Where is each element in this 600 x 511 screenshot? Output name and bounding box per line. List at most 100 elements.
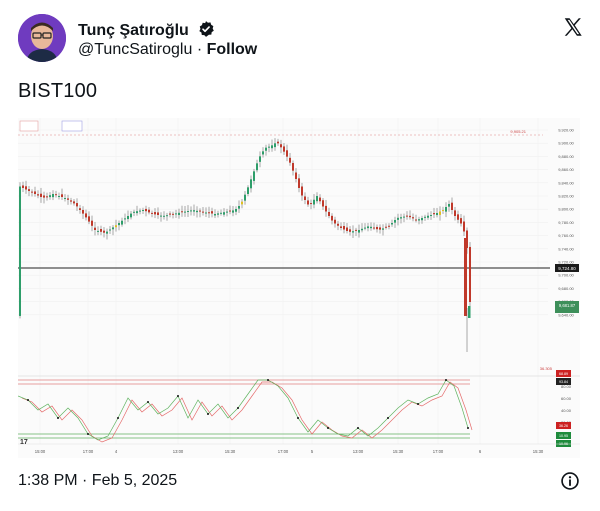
candle-body xyxy=(139,210,141,212)
candle-body xyxy=(91,220,93,226)
candle-body xyxy=(172,213,174,215)
candle-body xyxy=(166,215,168,217)
candle-body xyxy=(118,223,120,226)
price-tick-label: 9,900.00 xyxy=(558,141,574,146)
candle-body xyxy=(424,216,426,218)
candle-body xyxy=(355,229,357,231)
candle-body xyxy=(88,216,90,222)
price-tick-label: 9,880.00 xyxy=(558,154,574,159)
candle-body xyxy=(274,143,276,148)
candle-body xyxy=(193,210,195,212)
osc-dot xyxy=(467,427,469,429)
candle-body xyxy=(37,194,39,196)
candle-body xyxy=(322,200,324,207)
chart-svg: 9,905.21 9,920.00 9,900.00 9,880.00 9,860.0… xyxy=(18,118,580,458)
candle-body xyxy=(103,230,105,233)
candle-body xyxy=(289,157,291,163)
tweet-header: Tunç Şatıroğlu @TuncSatiroglu · Follow xyxy=(18,14,584,70)
ohlc-box-right xyxy=(61,120,83,132)
candle-body xyxy=(340,226,342,228)
time-tick-label: 6 xyxy=(479,449,482,454)
candle-body xyxy=(301,186,303,196)
candle-body xyxy=(349,229,351,232)
info-icon[interactable] xyxy=(560,471,580,491)
candle-body xyxy=(427,215,429,218)
candle-body xyxy=(34,191,36,194)
candle-body-drop xyxy=(464,238,467,316)
candle-body xyxy=(235,209,237,212)
osc-badge-label: 36.26 xyxy=(559,424,568,428)
candle-body xyxy=(205,212,207,214)
candle-body xyxy=(352,231,354,233)
osc-badge xyxy=(556,378,571,385)
price-tick-label: 9,700.00 xyxy=(558,273,574,278)
follow-button[interactable]: Follow xyxy=(206,41,258,58)
price-tick-label: 9,840.00 xyxy=(558,180,574,185)
candle-body xyxy=(154,212,156,215)
osc-dot xyxy=(57,417,59,419)
avatar[interactable] xyxy=(18,14,66,62)
osc-dot xyxy=(387,417,389,419)
candle-body xyxy=(241,201,243,205)
author-name[interactable]: Tunç Şatıroğlu xyxy=(78,20,215,43)
time-tick-label: 15:30 xyxy=(393,449,404,454)
candle-body xyxy=(298,178,300,188)
candle-body xyxy=(229,210,231,212)
osc-dot xyxy=(327,427,329,429)
candle-body xyxy=(325,205,327,212)
candle-body xyxy=(283,146,285,152)
candle-body xyxy=(262,151,264,155)
osc-badge-label: 10.95 xyxy=(559,434,568,438)
candle-body xyxy=(70,200,72,202)
price-tick-label: 9,820.00 xyxy=(558,194,574,199)
candle-body xyxy=(148,209,150,213)
osc-dot xyxy=(237,407,239,409)
handle-line: @TuncSatiroglu · Follow xyxy=(78,41,257,59)
current-price-badge xyxy=(555,264,579,272)
candle-body xyxy=(460,218,462,224)
last-price-label: 9,681.87 xyxy=(559,303,576,308)
candle-body xyxy=(40,193,42,197)
tweet-timestamp[interactable]: 1:38 PM · Feb 5, 2025 xyxy=(18,472,178,489)
osc-tick-label: 60.00 xyxy=(561,396,572,401)
candle-body xyxy=(310,203,312,205)
last-price-badge xyxy=(555,301,579,313)
candle-body xyxy=(169,213,171,215)
candle-body xyxy=(94,227,96,230)
candle-body xyxy=(196,210,198,213)
candle-body xyxy=(379,227,381,230)
osc-tick-label: 40.00 xyxy=(561,408,572,413)
osc-dot xyxy=(27,399,29,401)
time-tick-label: 17:00 xyxy=(83,449,94,454)
price-tick-label: 9,740.00 xyxy=(558,246,574,251)
candle-body xyxy=(454,210,456,216)
candle-body xyxy=(358,230,360,233)
candle-body xyxy=(307,200,309,205)
candle-body xyxy=(346,227,348,231)
candle-body xyxy=(52,194,54,198)
candle-body xyxy=(244,194,246,201)
osc-badge xyxy=(556,440,571,447)
x-logo-icon[interactable] xyxy=(562,16,584,38)
candle-body xyxy=(334,219,336,224)
candle-body xyxy=(385,226,387,228)
candle-body xyxy=(433,213,435,215)
time-tick-label: 13:00 xyxy=(353,449,364,454)
chart-image[interactable]: 9,905.21 9,920.00 9,900.00 9,880.00 9,860.0… xyxy=(18,118,580,458)
separator: · xyxy=(192,41,207,58)
osc-main-line xyxy=(18,379,469,441)
author-handle[interactable]: @TuncSatiroglu xyxy=(78,41,193,58)
candle-body xyxy=(409,215,411,218)
osc-dot xyxy=(445,379,447,381)
candle-body xyxy=(112,227,114,230)
time-tick-label: 17:00 xyxy=(433,449,444,454)
candle-body xyxy=(22,185,24,188)
candle-body xyxy=(115,225,117,228)
candle-body xyxy=(400,217,402,219)
candle-body xyxy=(43,195,45,198)
candle-body xyxy=(445,207,447,212)
candle-body xyxy=(439,211,441,215)
candle-body xyxy=(79,208,81,210)
candle-body xyxy=(211,211,213,214)
candle-body xyxy=(76,203,78,207)
